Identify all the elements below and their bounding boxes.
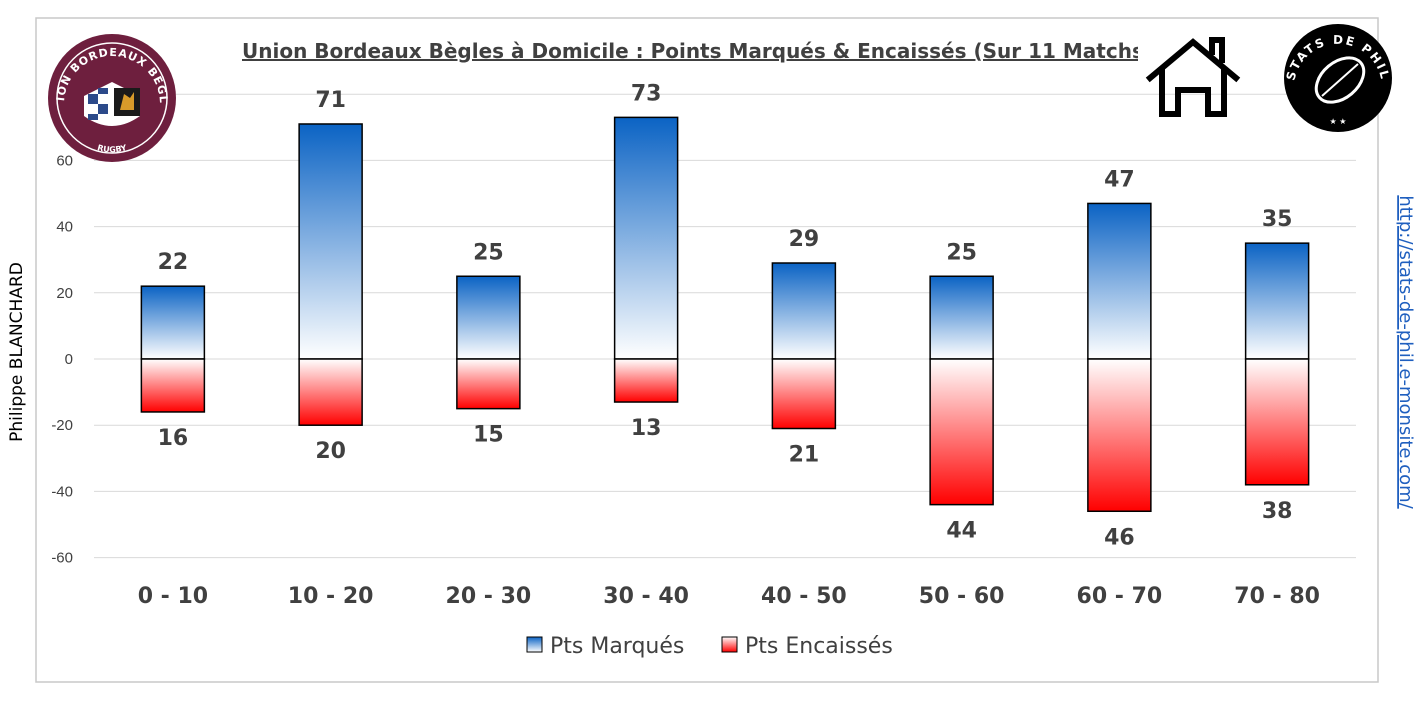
- data-labels: 22 16 71 20 25 15 73 13 29 21 25 44 47 46 35 38: [158, 81, 1293, 550]
- stats-logo: STATS DE PHIL ★ ★: [1284, 24, 1392, 132]
- legend-item-conceded: Pts Encaissés: [721, 634, 893, 659]
- data-label-conceded: 16: [158, 426, 189, 451]
- data-label-scored: 47: [1104, 167, 1135, 192]
- author-label: Philippe BLANCHARD: [7, 262, 27, 442]
- data-label-scored: 22: [158, 250, 189, 275]
- svg-text:★ ★: ★ ★: [1330, 117, 1347, 126]
- x-tick-label: 0 - 10: [138, 584, 208, 609]
- legend-item-scored: Pts Marqués: [526, 634, 684, 659]
- bar-conceded: [1244, 358, 1310, 486]
- chart-title: Union Bordeaux Bègles à Domicile : Point…: [242, 39, 1153, 63]
- x-tick-label: 50 - 60: [919, 584, 1005, 609]
- x-tick-label: 30 - 40: [603, 584, 689, 609]
- bar-scored: [1244, 242, 1310, 360]
- bar-scored: [771, 262, 837, 360]
- x-tick-label: 70 - 80: [1234, 584, 1320, 609]
- legend-swatch-scored: [526, 636, 543, 653]
- data-label-conceded: 21: [789, 443, 820, 468]
- data-label-scored: 29: [789, 227, 820, 252]
- data-label-scored: 73: [631, 81, 662, 106]
- legend-label-scored: Pts Marqués: [550, 634, 684, 659]
- x-tick-label: 40 - 50: [761, 584, 847, 609]
- data-label-conceded: 46: [1104, 525, 1135, 550]
- svg-text:RUGBY: RUGBY: [96, 143, 128, 154]
- bar-conceded: [929, 358, 994, 506]
- bar-scored: [456, 275, 521, 360]
- data-label-scored: 25: [473, 240, 504, 265]
- legend: Pts Marqués Pts Encaissés: [526, 634, 893, 659]
- data-label-scored: 71: [315, 88, 346, 113]
- x-axis-ticks: 0 - 10 10 - 20 20 - 30 30 - 40 40 - 50 50 - 6…: [138, 584, 1320, 609]
- house-icon: [1145, 37, 1241, 117]
- bar-scored: [1087, 202, 1152, 360]
- y-tick-label: -20: [51, 417, 73, 434]
- website-link[interactable]: http://stats-de-phil.e-monsite.com/: [1395, 195, 1416, 509]
- data-label-conceded: 20: [315, 439, 346, 464]
- data-label-scored: 25: [946, 240, 977, 265]
- bar-conceded: [298, 358, 363, 426]
- bar-conceded: [140, 358, 206, 413]
- bar-conceded: [456, 358, 521, 410]
- x-tick-label: 10 - 20: [288, 584, 374, 609]
- y-tick-label: 0: [65, 351, 73, 368]
- y-tick-label: -60: [51, 550, 73, 567]
- legend-label-conceded: Pts Encaissés: [745, 634, 893, 659]
- bar-scored: [613, 116, 679, 360]
- bars: [140, 116, 1310, 513]
- y-axis-ticks: 60 40 20 0 -20 -40 -60: [51, 152, 73, 566]
- y-tick-label: -40: [51, 483, 73, 500]
- data-label-conceded: 44: [946, 519, 977, 544]
- data-label-conceded: 38: [1262, 499, 1293, 524]
- bar-conceded: [771, 358, 837, 430]
- bar-conceded: [1087, 358, 1152, 513]
- bar-conceded: [613, 358, 679, 403]
- data-label-scored: 35: [1262, 207, 1293, 232]
- chart-frame: [35, 17, 1379, 683]
- x-tick-label: 20 - 30: [446, 584, 532, 609]
- bar-scored: [929, 275, 994, 360]
- bar-scored: [298, 123, 363, 360]
- y-tick-label: 40: [56, 219, 73, 236]
- bar-scored: [140, 285, 206, 360]
- legend-swatch-conceded: [721, 636, 738, 653]
- data-label-conceded: 15: [473, 423, 504, 448]
- data-label-conceded: 13: [631, 416, 662, 441]
- x-tick-label: 60 - 70: [1077, 584, 1163, 609]
- y-tick-label: 60: [56, 152, 73, 169]
- club-logo-bottom-text: RUGBY: [96, 143, 128, 154]
- y-tick-label: 20: [56, 285, 73, 302]
